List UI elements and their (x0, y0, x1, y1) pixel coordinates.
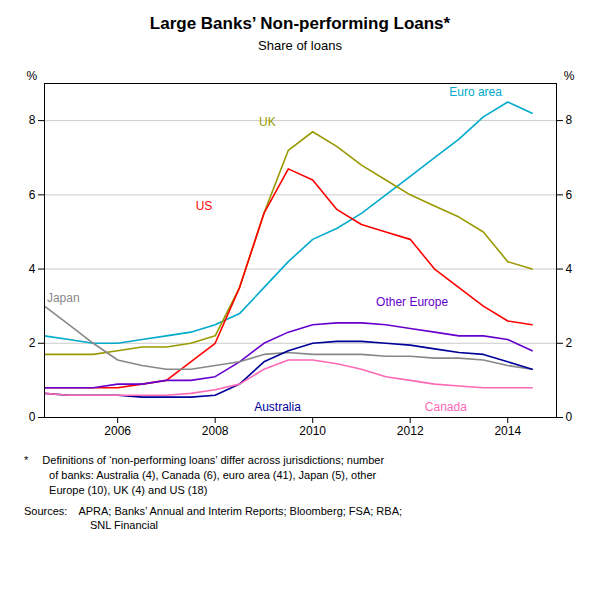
svg-text:%: % (27, 69, 38, 83)
svg-text:8: 8 (566, 113, 573, 127)
svg-text:UK: UK (259, 115, 276, 129)
svg-text:2008: 2008 (202, 424, 229, 438)
html-text:Sources: APRA; Banks’ Annual a: Sources: APRA; Banks’ Annual and Interim… (24, 504, 402, 532)
svg-text:2006: 2006 (104, 424, 131, 438)
svg-text:US: US (196, 199, 213, 213)
svg-text:2012: 2012 (397, 424, 424, 438)
svg-text:2: 2 (566, 336, 573, 350)
svg-text:2: 2 (29, 336, 36, 350)
svg-text:2014: 2014 (494, 424, 521, 438)
svg-text:Other Europe: Other Europe (376, 295, 448, 309)
svg-text:%: % (564, 69, 575, 83)
svg-text:6: 6 (566, 188, 573, 202)
html-text:Share of loans: Share of loans (258, 38, 342, 53)
svg-text:8: 8 (29, 113, 36, 127)
html-text:Large Banks’ Non-performing Lo: Large Banks’ Non-performing Loans* (149, 14, 451, 33)
svg-text:0: 0 (566, 410, 573, 424)
svg-text:4: 4 (566, 262, 573, 276)
svg-text:2010: 2010 (299, 424, 326, 438)
svg-text:Japan: Japan (47, 291, 80, 305)
svg-text:Canada: Canada (425, 400, 467, 414)
html-text:* Definitions of ‘non-performi: * Definitions of ‘non-performing loans’ … (24, 454, 385, 496)
svg-text:4: 4 (29, 262, 36, 276)
svg-text:0: 0 (29, 410, 36, 424)
svg-text:Euro area: Euro area (449, 85, 502, 99)
svg-text:Australia: Australia (254, 400, 301, 414)
svg-text:6: 6 (29, 188, 36, 202)
